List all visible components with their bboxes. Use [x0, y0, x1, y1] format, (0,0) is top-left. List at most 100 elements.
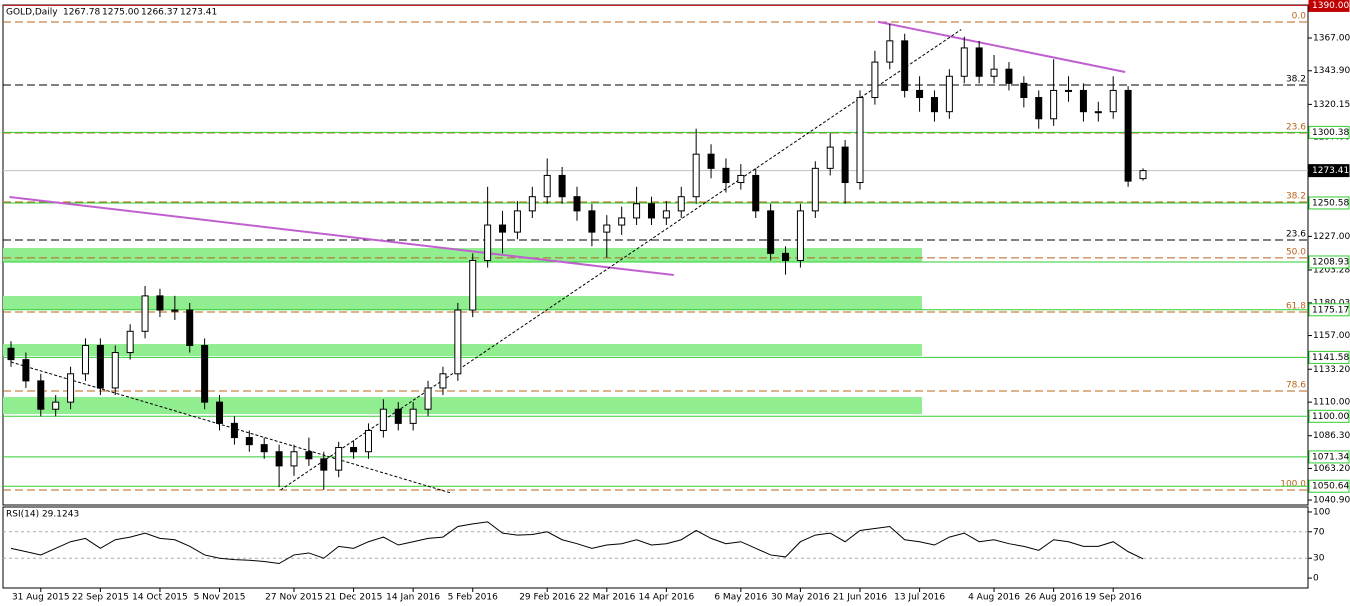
level-label-box [1308, 479, 1350, 493]
candle-body [424, 387, 432, 410]
x-tick-label: 19 Sep 2016 [1085, 593, 1142, 603]
x-tick-label: 30 May 2016 [771, 593, 830, 603]
candle-body [67, 373, 75, 403]
candle-body [1020, 82, 1028, 99]
support-zone [3, 344, 922, 357]
y-tick-label: 1086.30 [1313, 431, 1350, 441]
candle-body [1094, 111, 1102, 114]
x-tick-label: 29 Feb 2016 [519, 593, 575, 603]
candle-body [1035, 97, 1043, 120]
candle-body [916, 89, 924, 99]
candle-body [186, 309, 194, 346]
candle-body [990, 68, 998, 77]
candle-body [37, 380, 45, 410]
rsi-title: RSI(14) 29.1243 [6, 510, 79, 520]
trendline [10, 361, 451, 494]
y-tick-label: 1157.00 [1313, 331, 1350, 341]
fib-label: 61.8 [1286, 302, 1306, 312]
ohlc-open: 1267.78 [63, 8, 100, 18]
candle-body [171, 309, 179, 312]
trendline [877, 20, 1126, 73]
ohlc-high: 1275.00 [102, 8, 139, 18]
x-tick-label: 5 Nov 2015 [194, 593, 246, 603]
candle-body [22, 359, 30, 382]
x-tick-label: 14 Jan 2016 [386, 593, 440, 603]
y-tick-label: 1343.90 [1313, 66, 1350, 76]
fib-label: 23.6 [1286, 230, 1306, 240]
ohlc-close: 1273.41 [180, 8, 217, 18]
level-label-box [1308, 303, 1350, 317]
support-zone [3, 296, 922, 310]
candle-body [528, 196, 536, 212]
candle-body [320, 458, 328, 471]
candle-body [886, 40, 894, 63]
trendline [280, 29, 962, 491]
x-tick-label: 13 Jul 2016 [894, 593, 945, 603]
candle-body [826, 146, 834, 169]
trendline [9, 195, 674, 277]
candle-body [767, 210, 775, 254]
candle-body [499, 224, 507, 233]
candle-body [856, 97, 864, 184]
candle-body [871, 61, 879, 99]
candle-body [588, 210, 596, 233]
x-tick-label: 22 Mar 2016 [578, 593, 635, 603]
candle-body [1005, 68, 1013, 84]
candle-body [930, 97, 938, 113]
candle-body [439, 373, 447, 389]
candle-body [364, 429, 372, 453]
candle-body [409, 408, 417, 424]
candle-body [558, 174, 566, 198]
level-label-box [1308, 125, 1350, 139]
candle-body [901, 40, 909, 91]
candle-body [1065, 89, 1073, 92]
fib-label: 38.2 [1286, 191, 1306, 201]
candle-body [1139, 170, 1147, 180]
candle-body [7, 347, 15, 361]
level-label-box [1308, 196, 1350, 210]
candle-body [782, 252, 790, 261]
x-tick-label: 27 Nov 2015 [265, 593, 323, 603]
candle-body [752, 174, 760, 212]
level-label: 1208.93 [1312, 257, 1349, 267]
candle-body [1124, 89, 1132, 182]
x-tick-label: 31 Aug 2015 [12, 593, 70, 603]
y-tick-label: 1110.00 [1313, 398, 1350, 408]
level-label-box [1308, 0, 1350, 12]
x-tick-label: 14 Oct 2015 [132, 593, 188, 603]
candle-body [513, 210, 521, 233]
y-tick-label: 1063.20 [1313, 464, 1350, 474]
rsi-tick-label: 70 [1313, 527, 1325, 537]
level-label: 1273.41 [1312, 166, 1349, 176]
candle-body [335, 446, 343, 471]
candle-body [141, 295, 149, 332]
level-label-box [1308, 350, 1350, 364]
candle-body [126, 330, 134, 354]
support-zone [3, 397, 922, 415]
y-tick-label: 1320.15 [1313, 100, 1350, 110]
candle-body [275, 451, 283, 467]
candle-body [677, 196, 685, 212]
candle-body [305, 451, 313, 460]
candle-body [96, 344, 104, 389]
x-tick-label: 4 Aug 2016 [968, 593, 1020, 603]
support-zone [3, 247, 922, 263]
candle-body [975, 47, 983, 77]
x-tick-label: 22 Sep 2015 [72, 593, 129, 603]
fib-label: 100.0 [1280, 479, 1306, 489]
x-tick-label: 14 Apr 2016 [639, 593, 695, 603]
y-tick-label: 1367.00 [1313, 34, 1350, 44]
level-label: 1100.00 [1312, 412, 1349, 422]
fib-label: 38.2 [1286, 75, 1306, 85]
candle-body [796, 210, 804, 261]
candle-body [350, 446, 358, 453]
y-tick-label: 1227.00 [1313, 232, 1350, 242]
y-tick-label: 1133.20 [1313, 365, 1350, 375]
y-tick-label: 1040.90 [1313, 496, 1350, 506]
x-tick-label: 6 May 2016 [714, 593, 767, 603]
candle-body [737, 174, 745, 184]
candle-body [245, 437, 253, 446]
fib-label: 50.0 [1286, 247, 1306, 257]
fib-label: 0.0 [1292, 12, 1307, 22]
